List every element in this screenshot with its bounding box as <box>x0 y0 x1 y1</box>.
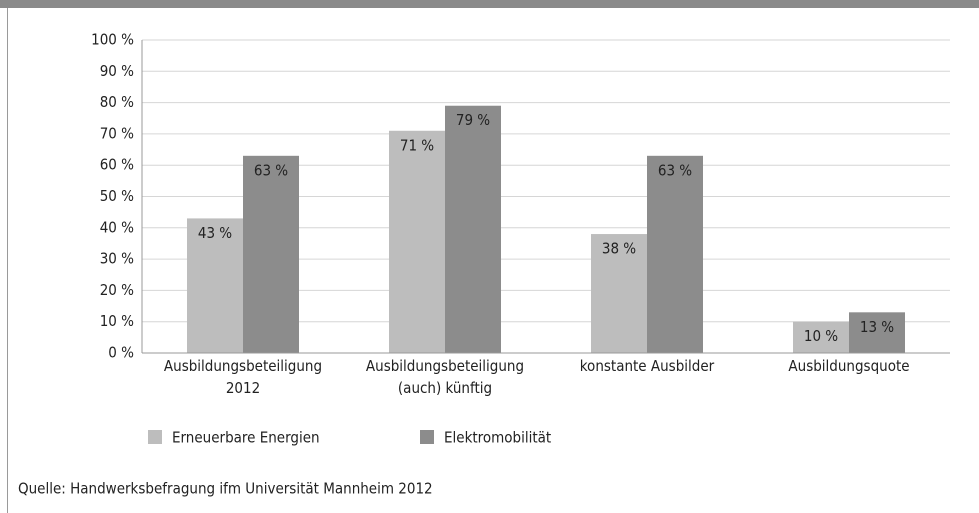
y-tick-label: 50 % <box>100 187 134 205</box>
y-tick-label: 10 % <box>100 312 134 330</box>
data-label: 13 % <box>860 318 894 336</box>
bar <box>647 155 703 353</box>
legend-swatch <box>148 430 162 444</box>
y-tick-label: 30 % <box>100 250 134 268</box>
bar <box>389 130 445 353</box>
y-tick-label: 80 % <box>100 93 134 111</box>
data-label: 71 % <box>400 136 434 154</box>
y-tick-label: 0 % <box>108 344 134 362</box>
x-tick-label: Ausbildungsbeteiligung (auch) künftig <box>365 357 525 397</box>
data-label: 38 % <box>602 240 636 258</box>
bar <box>187 218 243 353</box>
y-tick-label: 40 % <box>100 218 134 236</box>
x-tick-label: Ausbildungsbeteiligung 2012 <box>163 357 323 397</box>
legend-label: Erneuerbare Energien <box>172 429 320 447</box>
x-tick-label: konstante Ausbilder <box>579 357 715 375</box>
y-tick-label: 60 % <box>100 156 134 174</box>
bar <box>445 105 501 353</box>
bar <box>849 312 905 353</box>
y-tick-label: 90 % <box>100 62 134 80</box>
top-band <box>0 0 979 8</box>
data-label: 63 % <box>254 161 288 179</box>
bar <box>243 155 299 353</box>
bar <box>793 321 849 353</box>
data-label: 79 % <box>456 111 490 129</box>
data-label: 10 % <box>804 327 838 345</box>
legend-swatch <box>420 430 434 444</box>
y-tick-label: 100 % <box>91 31 134 49</box>
legend-label: Elektromobilität <box>444 429 551 447</box>
data-label: 43 % <box>198 224 232 242</box>
source: Quelle: Handwerksbefragung ifm Universit… <box>18 480 433 498</box>
bar <box>591 234 647 353</box>
y-tick-label: 20 % <box>100 281 134 299</box>
y-tick-label: 70 % <box>100 124 134 142</box>
x-tick-label: Ausbildungsquote <box>788 357 910 375</box>
data-label: 63 % <box>658 161 692 179</box>
